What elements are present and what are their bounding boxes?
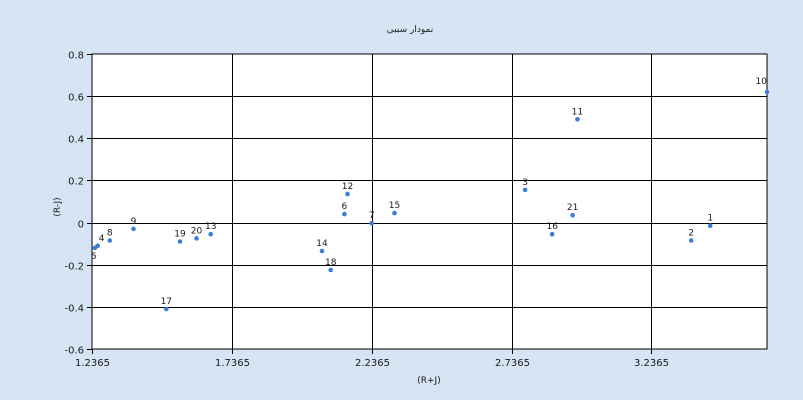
data-label-12: 12 <box>342 182 353 192</box>
y-tick-label: -0.6 <box>64 346 84 357</box>
plot-area-background <box>92 54 767 349</box>
data-point-5 <box>92 245 98 251</box>
data-label-2: 2 <box>688 229 694 239</box>
data-label-19: 19 <box>174 230 186 240</box>
data-label-9: 9 <box>131 217 137 227</box>
data-point-2 <box>688 238 694 243</box>
data-point-1 <box>707 223 713 228</box>
y-tick-label: -0.4 <box>64 304 84 315</box>
data-label-4: 4 <box>99 234 105 244</box>
data-label-21: 21 <box>567 203 578 213</box>
data-point-12 <box>345 191 350 197</box>
axis-ticks: 1.2365 1.7365 2.2365 2.7365 3.2365 -0.6 -0.4 -0… <box>64 51 669 370</box>
data-label-3: 3 <box>522 178 528 188</box>
data-label-8: 8 <box>107 229 113 239</box>
data-label-17: 17 <box>161 297 172 307</box>
data-label-5: 5 <box>91 252 97 262</box>
data-point-3 <box>522 187 528 193</box>
x-tick-label: 1.7365 <box>215 358 250 369</box>
data-label-14: 14 <box>316 239 328 249</box>
data-point-6 <box>342 211 347 217</box>
grid-lines <box>92 54 767 349</box>
data-point-8 <box>107 238 113 243</box>
data-point-11 <box>575 117 580 122</box>
y-tick-label: 0.6 <box>68 93 84 104</box>
data-point-19 <box>177 239 183 244</box>
data-point-16 <box>549 231 555 237</box>
data-point-20 <box>194 236 199 241</box>
data-point-14 <box>319 248 325 254</box>
data-point-21 <box>570 212 575 218</box>
plot-area-border <box>91 53 768 350</box>
data-label-20: 20 <box>191 226 203 236</box>
data-point-13 <box>208 231 213 237</box>
y-tick-label: 0 <box>78 220 84 231</box>
data-label-10: 10 <box>756 77 768 87</box>
data-point-7 <box>369 220 375 226</box>
data-label-13: 13 <box>205 222 216 232</box>
data-label-16: 16 <box>546 222 558 232</box>
data-label-18: 18 <box>325 258 337 268</box>
data-point-17 <box>164 306 169 312</box>
y-axis-title: (R-J) <box>53 197 63 216</box>
x-tick-label: 2.7365 <box>495 358 530 369</box>
x-axis-title: (R+J) <box>417 376 440 386</box>
y-tick-label: -0.2 <box>64 262 84 273</box>
data-label-7: 7 <box>369 211 375 221</box>
y-tick-label: 0.8 <box>68 51 84 62</box>
y-tick-label: 0.4 <box>68 135 84 146</box>
data-label-6: 6 <box>342 202 348 212</box>
data-point-18 <box>328 267 334 273</box>
x-tick-label: 3.2365 <box>634 358 669 369</box>
x-tick-label: 2.2365 <box>355 358 390 369</box>
data-label-15: 15 <box>389 201 400 211</box>
data-label-1: 1 <box>707 214 713 224</box>
y-tick-label: 0.2 <box>68 177 84 188</box>
data-point-10 <box>764 89 770 95</box>
data-point-15 <box>392 210 397 216</box>
data-point-9 <box>131 226 136 232</box>
chart-title: نمودار سببی <box>387 25 434 35</box>
x-tick-label: 1.2365 <box>75 358 110 369</box>
data-label-11: 11 <box>572 107 583 117</box>
